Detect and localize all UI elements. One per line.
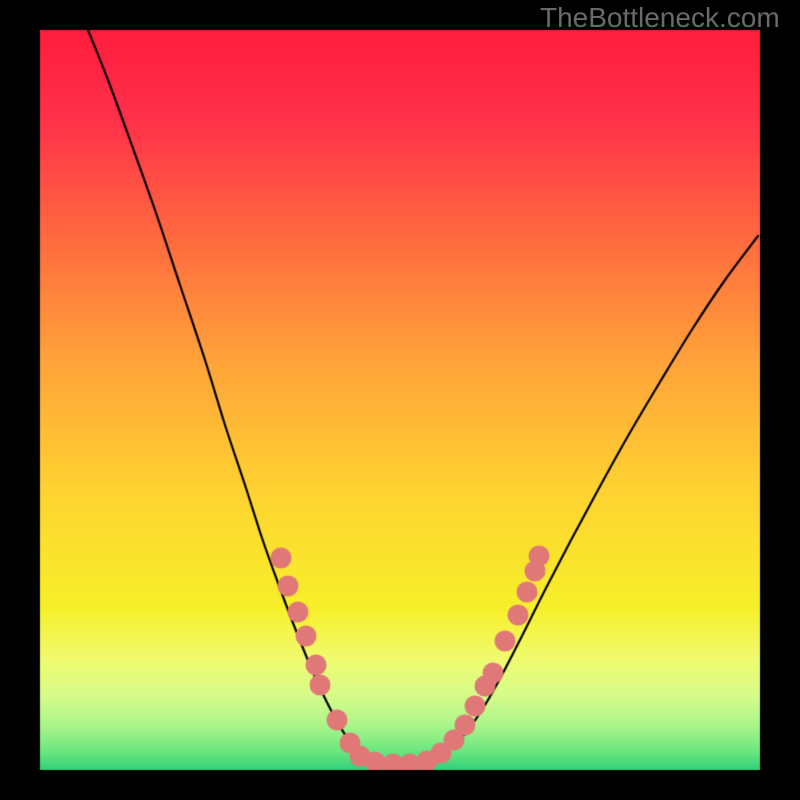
bottleneck-chart	[0, 0, 800, 800]
